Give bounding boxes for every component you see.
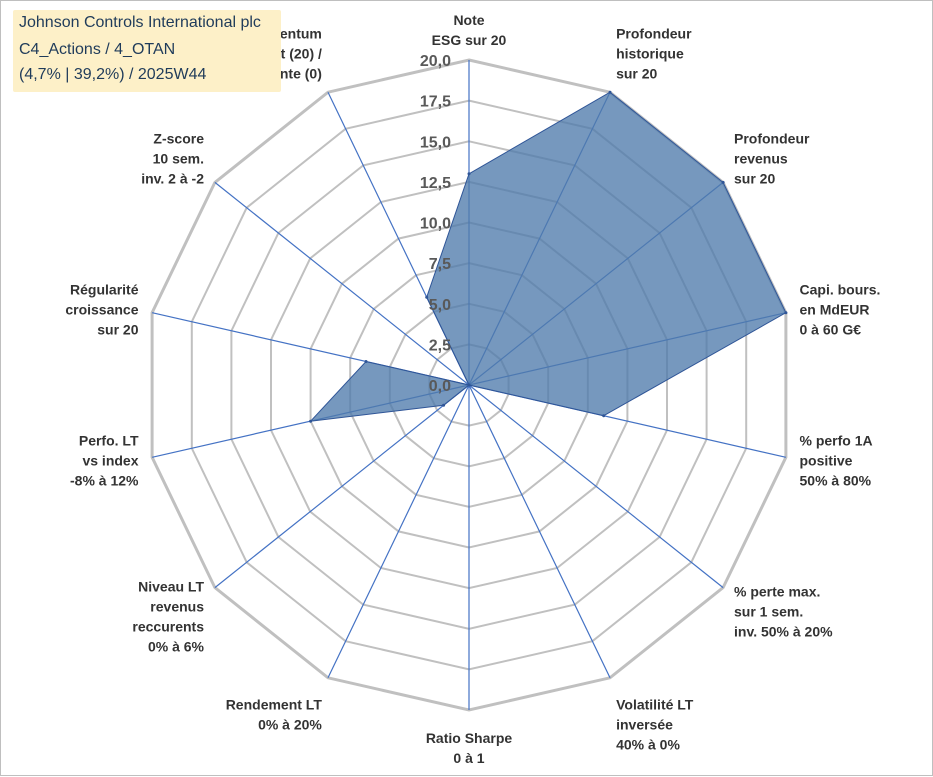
- axis-label-text-8: Rendement LT 0% à 20%: [226, 696, 323, 732]
- company-name: Johnson Controls International plc: [19, 14, 261, 31]
- axis-label-line: 10 sem.: [153, 151, 204, 167]
- axis-spoke-8: [327, 384, 470, 679]
- axis-label-line: ESG sur 20: [432, 32, 507, 48]
- axis-label-line: 0 à 60 G€: [800, 322, 862, 338]
- tick-label-8: 20,0: [420, 53, 451, 70]
- axis-label-line: Régularité: [70, 282, 139, 298]
- axis-label-line: sur 20: [616, 66, 657, 82]
- axis-label-text-10: Perfo. LT vs index -8% à 12%: [70, 432, 139, 488]
- series-point-11: [364, 360, 368, 363]
- tick-label-3: 7,5: [429, 256, 451, 273]
- axis-label-text-2: Profondeur revenus sur 20: [734, 131, 810, 187]
- axis-label-line: inversée: [616, 716, 673, 732]
- axis-label-line: 50% à 80%: [800, 472, 872, 488]
- tick-label-1: 2,5: [429, 337, 451, 354]
- axis-label-12: Z-score 10 sem. inv. 2 à -2: [141, 131, 204, 187]
- axis-label-text-6: Volatilité LT inversée 40% à 0%: [616, 696, 694, 752]
- axis-label-11: Régularité croissance sur 20: [65, 282, 138, 338]
- axis-label-line: revenus: [734, 151, 788, 167]
- tick-label-7: 17,5: [420, 94, 451, 111]
- axis-label-7: Ratio Sharpe 0 à 1: [426, 730, 513, 766]
- axis-label-line: Rendement LT: [226, 696, 323, 712]
- axis-label-2: Profondeur revenus sur 20: [734, 131, 810, 187]
- tick-label-5: 12,5: [420, 175, 451, 192]
- axis-label-line: Note: [453, 12, 484, 28]
- axis-label-line: -8% à 12%: [70, 472, 139, 488]
- axis-label-line: sur 20: [734, 171, 775, 187]
- series-point-2: [721, 180, 725, 184]
- tick-label-0: 0,0: [429, 378, 451, 395]
- axis-label-1: Profondeur historique sur 20: [616, 26, 692, 82]
- tick-label-4: 10,0: [420, 216, 451, 233]
- axis-label-9: Niveau LT revenus reccurents 0% à 6%: [132, 578, 204, 654]
- axis-label-line: 40% à 0%: [616, 736, 680, 752]
- axis-label-line: 0% à 20%: [258, 716, 322, 732]
- axis-label-6: Volatilité LT inversée 40% à 0%: [616, 696, 694, 752]
- axis-label-line: 0 à 1: [453, 750, 484, 766]
- axis-label-line: Niveau LT: [138, 578, 204, 594]
- series-area: [309, 91, 787, 422]
- axis-label-text-1: Profondeur historique sur 20: [616, 26, 692, 82]
- axis-label-line: en MdEUR: [800, 302, 870, 318]
- series-point-10: [309, 419, 313, 423]
- series-point-0: [467, 172, 471, 176]
- axis-spoke-9: [214, 384, 470, 589]
- axis-label-line: inv. 50% à 20%: [734, 623, 833, 639]
- axis-label-text-9: Niveau LT revenus reccurents 0% à 6%: [132, 578, 204, 654]
- tick-label-2: 5,0: [429, 297, 451, 314]
- axis-label-line: sur 20: [97, 322, 138, 338]
- axis-labels: Note ESG sur 20 Profondeur historique sur 20…: [65, 12, 880, 766]
- category-path: C4_Actions / 4_OTAN: [19, 41, 176, 58]
- axis-label-line: revenus: [150, 598, 204, 614]
- series-point-12: [467, 383, 471, 387]
- axis-label-line: croissance: [65, 302, 138, 318]
- axis-label-text-0: Note ESG sur 20: [432, 12, 507, 48]
- axis-label-text-11: Régularité croissance sur 20: [65, 282, 138, 338]
- axis-spoke-6: [468, 384, 611, 679]
- axis-label-line: 0% à 6%: [148, 638, 205, 654]
- axis-label-10: Perfo. LT vs index -8% à 12%: [70, 432, 139, 488]
- axis-label-line: Profondeur: [734, 131, 810, 147]
- axis-label-line: reccurents: [132, 618, 204, 634]
- axis-label-line: historique: [616, 46, 684, 62]
- axis-label-line: % perte max.: [734, 583, 820, 599]
- series-point-13: [425, 295, 429, 299]
- axis-label-line: sur 1 sem.: [734, 603, 803, 619]
- axis-label-8: Rendement LT 0% à 20%: [226, 696, 323, 732]
- series-point-1: [608, 90, 612, 94]
- axis-label-4: % perfo 1A positive 50% à 80%: [800, 432, 873, 488]
- axis-label-3: Capi. bours. en MdEUR 0 à 60 G€: [800, 282, 881, 338]
- series-point-4: [602, 414, 606, 418]
- axis-label-line: Ratio Sharpe: [426, 730, 513, 746]
- axis-label-line: Profondeur: [616, 26, 692, 42]
- axis-label-line: Z-score: [153, 131, 204, 147]
- axis-label-line: vs index: [82, 452, 138, 468]
- axis-label-text-7: Ratio Sharpe 0 à 1: [426, 730, 513, 766]
- radar-series: [309, 90, 788, 423]
- axis-label-text-4: % perfo 1A positive 50% à 80%: [800, 432, 873, 488]
- axis-label-line: inv. 2 à -2: [141, 171, 204, 187]
- axis-label-text-12: Z-score 10 sem. inv. 2 à -2: [141, 131, 204, 187]
- axis-label-line: Capi. bours.: [800, 282, 881, 298]
- series-point-9: [442, 403, 446, 407]
- info-box: Johnson Controls International plc C4_Ac…: [13, 10, 281, 92]
- stats-week: (4,7% | 39,2%) / 2025W44: [19, 66, 207, 83]
- axis-label-line: positive: [800, 452, 853, 468]
- axis-label-line: Perfo. LT: [79, 432, 139, 448]
- axis-spoke-12: [214, 181, 470, 386]
- tick-label-6: 15,0: [420, 134, 451, 151]
- axis-label-5: % perte max. sur 1 sem. inv. 50% à 20%: [734, 583, 833, 639]
- axis-label-line: Volatilité LT: [616, 696, 694, 712]
- axis-spoke-5: [468, 384, 724, 589]
- axis-label-text-5: % perte max. sur 1 sem. inv. 50% à 20%: [734, 583, 833, 639]
- series-point-3: [784, 311, 788, 315]
- axis-label-text-3: Capi. bours. en MdEUR 0 à 60 G€: [800, 282, 881, 338]
- axis-label-0: Note ESG sur 20: [432, 12, 507, 48]
- radial-tick-labels: 0,0 2,5 5,0 7,5 10,0 12,5 15,0 17,5 20,0: [420, 53, 451, 395]
- axis-label-line: % perfo 1A: [800, 432, 873, 448]
